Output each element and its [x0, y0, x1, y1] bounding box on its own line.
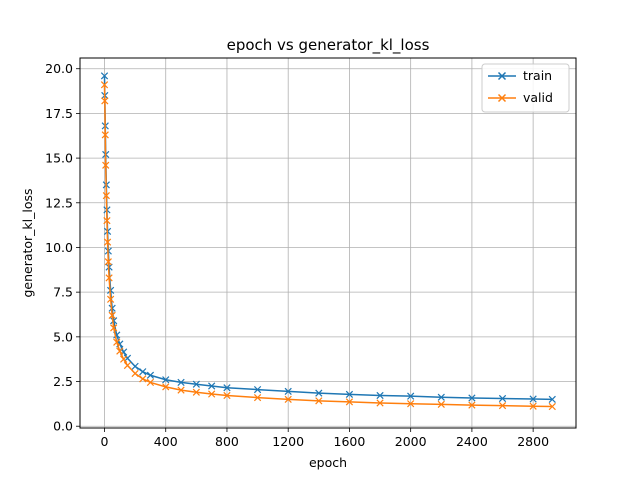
chart-title: epoch vs generator_kl_loss	[227, 36, 430, 55]
data-point-valid	[548, 402, 556, 411]
data-point-valid	[468, 401, 476, 409]
data-point-train	[208, 382, 216, 390]
y-tick-label: 2.5	[53, 374, 73, 389]
data-point-valid	[113, 338, 121, 346]
data-point-train	[437, 393, 445, 401]
y-axis-label: generator_kl_loss	[20, 188, 35, 297]
data-point-valid	[100, 81, 109, 89]
data-point-valid	[345, 398, 354, 406]
data-point-valid	[106, 295, 115, 303]
plot-frame	[79, 57, 577, 429]
data-point-valid	[284, 395, 292, 404]
x-axis-label: epoch	[309, 455, 347, 470]
data-point-train	[223, 384, 231, 392]
x-tick-label: 1600	[334, 434, 366, 449]
x-tick-label: 1200	[272, 434, 304, 449]
legend-marker-train	[497, 71, 507, 81]
data-point-train	[529, 395, 537, 403]
y-tick-label: 5.0	[53, 329, 73, 344]
data-point-train	[146, 371, 155, 379]
data-point-valid	[131, 369, 139, 378]
data-point-valid	[103, 238, 112, 246]
data-point-valid	[315, 397, 323, 405]
data-point-valid	[376, 399, 384, 407]
x-tick-label: 800	[215, 434, 239, 449]
y-tick-label: 0.0	[53, 419, 73, 434]
data-point-train	[162, 376, 170, 384]
legend-label-train: train	[523, 68, 552, 83]
data-point-valid	[108, 311, 116, 320]
y-tick-label: 17.5	[45, 106, 73, 121]
data-point-train	[548, 395, 556, 404]
data-point-valid	[437, 400, 445, 409]
data-point-valid	[407, 400, 415, 408]
data-point-train	[498, 394, 507, 403]
data-point-valid	[105, 274, 113, 282]
x-tick-label: 0	[101, 434, 109, 449]
data-point-valid	[101, 97, 109, 105]
data-point-valid	[146, 378, 155, 387]
data-point-valid	[192, 388, 200, 396]
data-point-valid	[104, 258, 112, 266]
data-point-valid	[139, 375, 147, 383]
data-point-valid	[529, 402, 537, 410]
data-point-valid	[101, 131, 109, 139]
data-point-valid	[116, 347, 124, 355]
data-point-train	[315, 389, 323, 397]
data-point-valid	[120, 355, 128, 363]
data-point-train	[100, 72, 109, 80]
data-point-train	[345, 390, 354, 399]
grid	[80, 58, 576, 428]
data-point-valid	[123, 361, 132, 370]
ticks: 0 400 800 1200 1600 2000 2400 2800 0.0 2.5 5.0 7.5 1…	[45, 61, 549, 449]
data-point-valid	[102, 161, 110, 169]
x-tick-label: 2000	[395, 434, 427, 449]
data-point-train	[177, 378, 185, 387]
data-point-train	[468, 394, 476, 402]
y-tick-label: 12.5	[45, 195, 73, 210]
data-point-train	[284, 387, 292, 395]
legend-marker-valid	[497, 93, 507, 103]
x-tick-label: 400	[154, 434, 178, 449]
y-tick-label: 20.0	[45, 61, 73, 76]
legend-label-valid: valid	[523, 90, 553, 105]
data-point-valid	[162, 383, 170, 391]
data-point-train	[139, 368, 147, 376]
data-point-valid	[253, 393, 262, 402]
data-point-train	[192, 380, 200, 388]
data-point-train	[407, 392, 415, 400]
x-tick-label: 2400	[456, 434, 488, 449]
y-tick-label: 15.0	[45, 151, 73, 166]
data-point-train	[110, 317, 118, 325]
data-point-valid	[110, 324, 118, 332]
x-tick-label: 2800	[517, 434, 549, 449]
data-point-train	[376, 391, 384, 400]
data-point-valid	[103, 217, 111, 225]
series-layer	[100, 72, 556, 411]
y-tick-label: 7.5	[53, 285, 73, 300]
data-point-train	[253, 385, 262, 394]
legend: train valid	[481, 63, 570, 113]
data-point-valid	[223, 391, 231, 400]
data-point-valid	[208, 390, 216, 398]
data-point-train	[131, 362, 139, 370]
data-point-valid	[177, 386, 185, 394]
data-point-valid	[498, 402, 507, 410]
data-point-valid	[102, 192, 110, 200]
y-tick-label: 10.0	[45, 240, 73, 255]
